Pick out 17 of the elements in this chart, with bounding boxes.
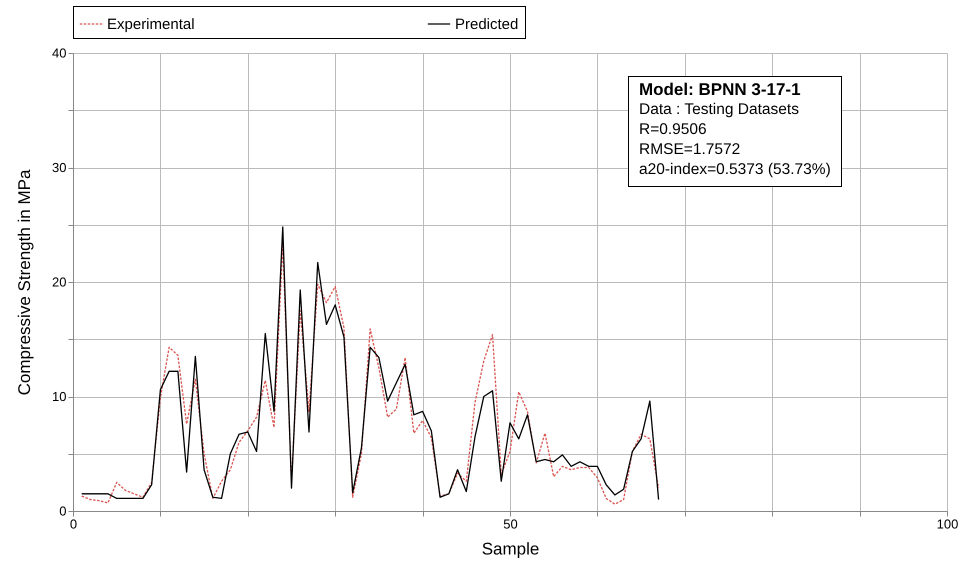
annotation: Model: BPNN 3-17-1	[639, 80, 802, 100]
annotation: Data : Testing Datasets	[639, 100, 800, 120]
annotation: RMSE=1.7572	[639, 140, 742, 160]
x-tick-label: 50	[503, 516, 518, 532]
x-tick-label: 0	[70, 516, 78, 532]
y-tick-label: 40	[52, 46, 66, 60]
annotation: R=0.9506	[639, 120, 708, 140]
x-tick-label: 100	[936, 516, 958, 532]
y-axis-title: Compressive Strength in MPa	[15, 169, 34, 396]
legend-label: Experimental	[107, 16, 195, 33]
annotation: a20-index=0.5373 (53.73%)	[639, 160, 831, 180]
y-tick-label: 20	[52, 274, 66, 290]
legend-label: Predicted	[455, 16, 518, 33]
y-tick-label: 0	[59, 504, 66, 518]
y-tick-label: 30	[52, 160, 66, 175]
x-axis-title: Sample	[482, 540, 540, 558]
y-tick-label: 10	[52, 389, 66, 404]
